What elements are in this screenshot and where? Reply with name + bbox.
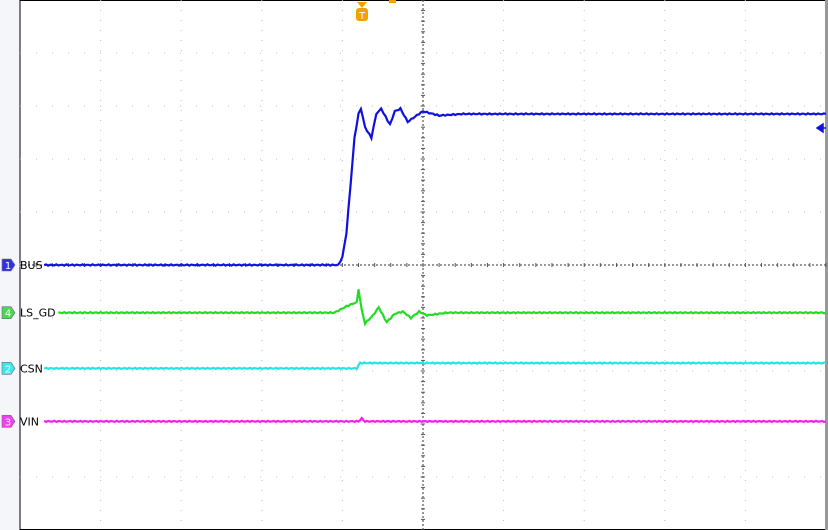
channel-number: 4 <box>5 309 11 320</box>
trace-ls-gd <box>58 289 827 327</box>
channel-badge-icon <box>1 362 16 375</box>
channel-marker-1[interactable]: 1 BUS <box>1 258 43 272</box>
channel-labels: 1 BUS 4 LS_GD 2 CSN 3 VIN <box>1 258 56 428</box>
channel-marker-2[interactable]: 2 CSN <box>1 362 43 375</box>
channel-label: LS_GD <box>20 307 56 320</box>
horizontal-position-icon <box>389 0 396 3</box>
trigger-position-marker[interactable]: T <box>356 0 396 22</box>
channel-number: 1 <box>5 261 11 272</box>
channel-marker-4[interactable]: 4 LS_GD <box>1 306 56 320</box>
channel-badge-icon <box>1 258 16 272</box>
channel-label: VIN <box>20 415 39 428</box>
trigger-label: T <box>358 11 366 22</box>
trace-vin <box>43 416 827 424</box>
channel-marker-3[interactable]: 3 VIN <box>1 415 39 428</box>
channel-label: CSN <box>20 362 43 375</box>
trace-csn <box>43 361 827 371</box>
channel-number: 2 <box>5 364 11 375</box>
trace-bus <box>43 105 827 267</box>
trigger-t-badge <box>356 8 368 21</box>
traces <box>43 105 827 424</box>
channel-number: 3 <box>5 417 11 428</box>
channel-label: BUS <box>20 259 43 272</box>
trigger-level-arrow-icon[interactable] <box>815 122 826 134</box>
trigger-arrow-icon <box>357 2 367 8</box>
channel-badge-icon <box>1 306 16 319</box>
channel-badge-icon <box>1 415 16 428</box>
